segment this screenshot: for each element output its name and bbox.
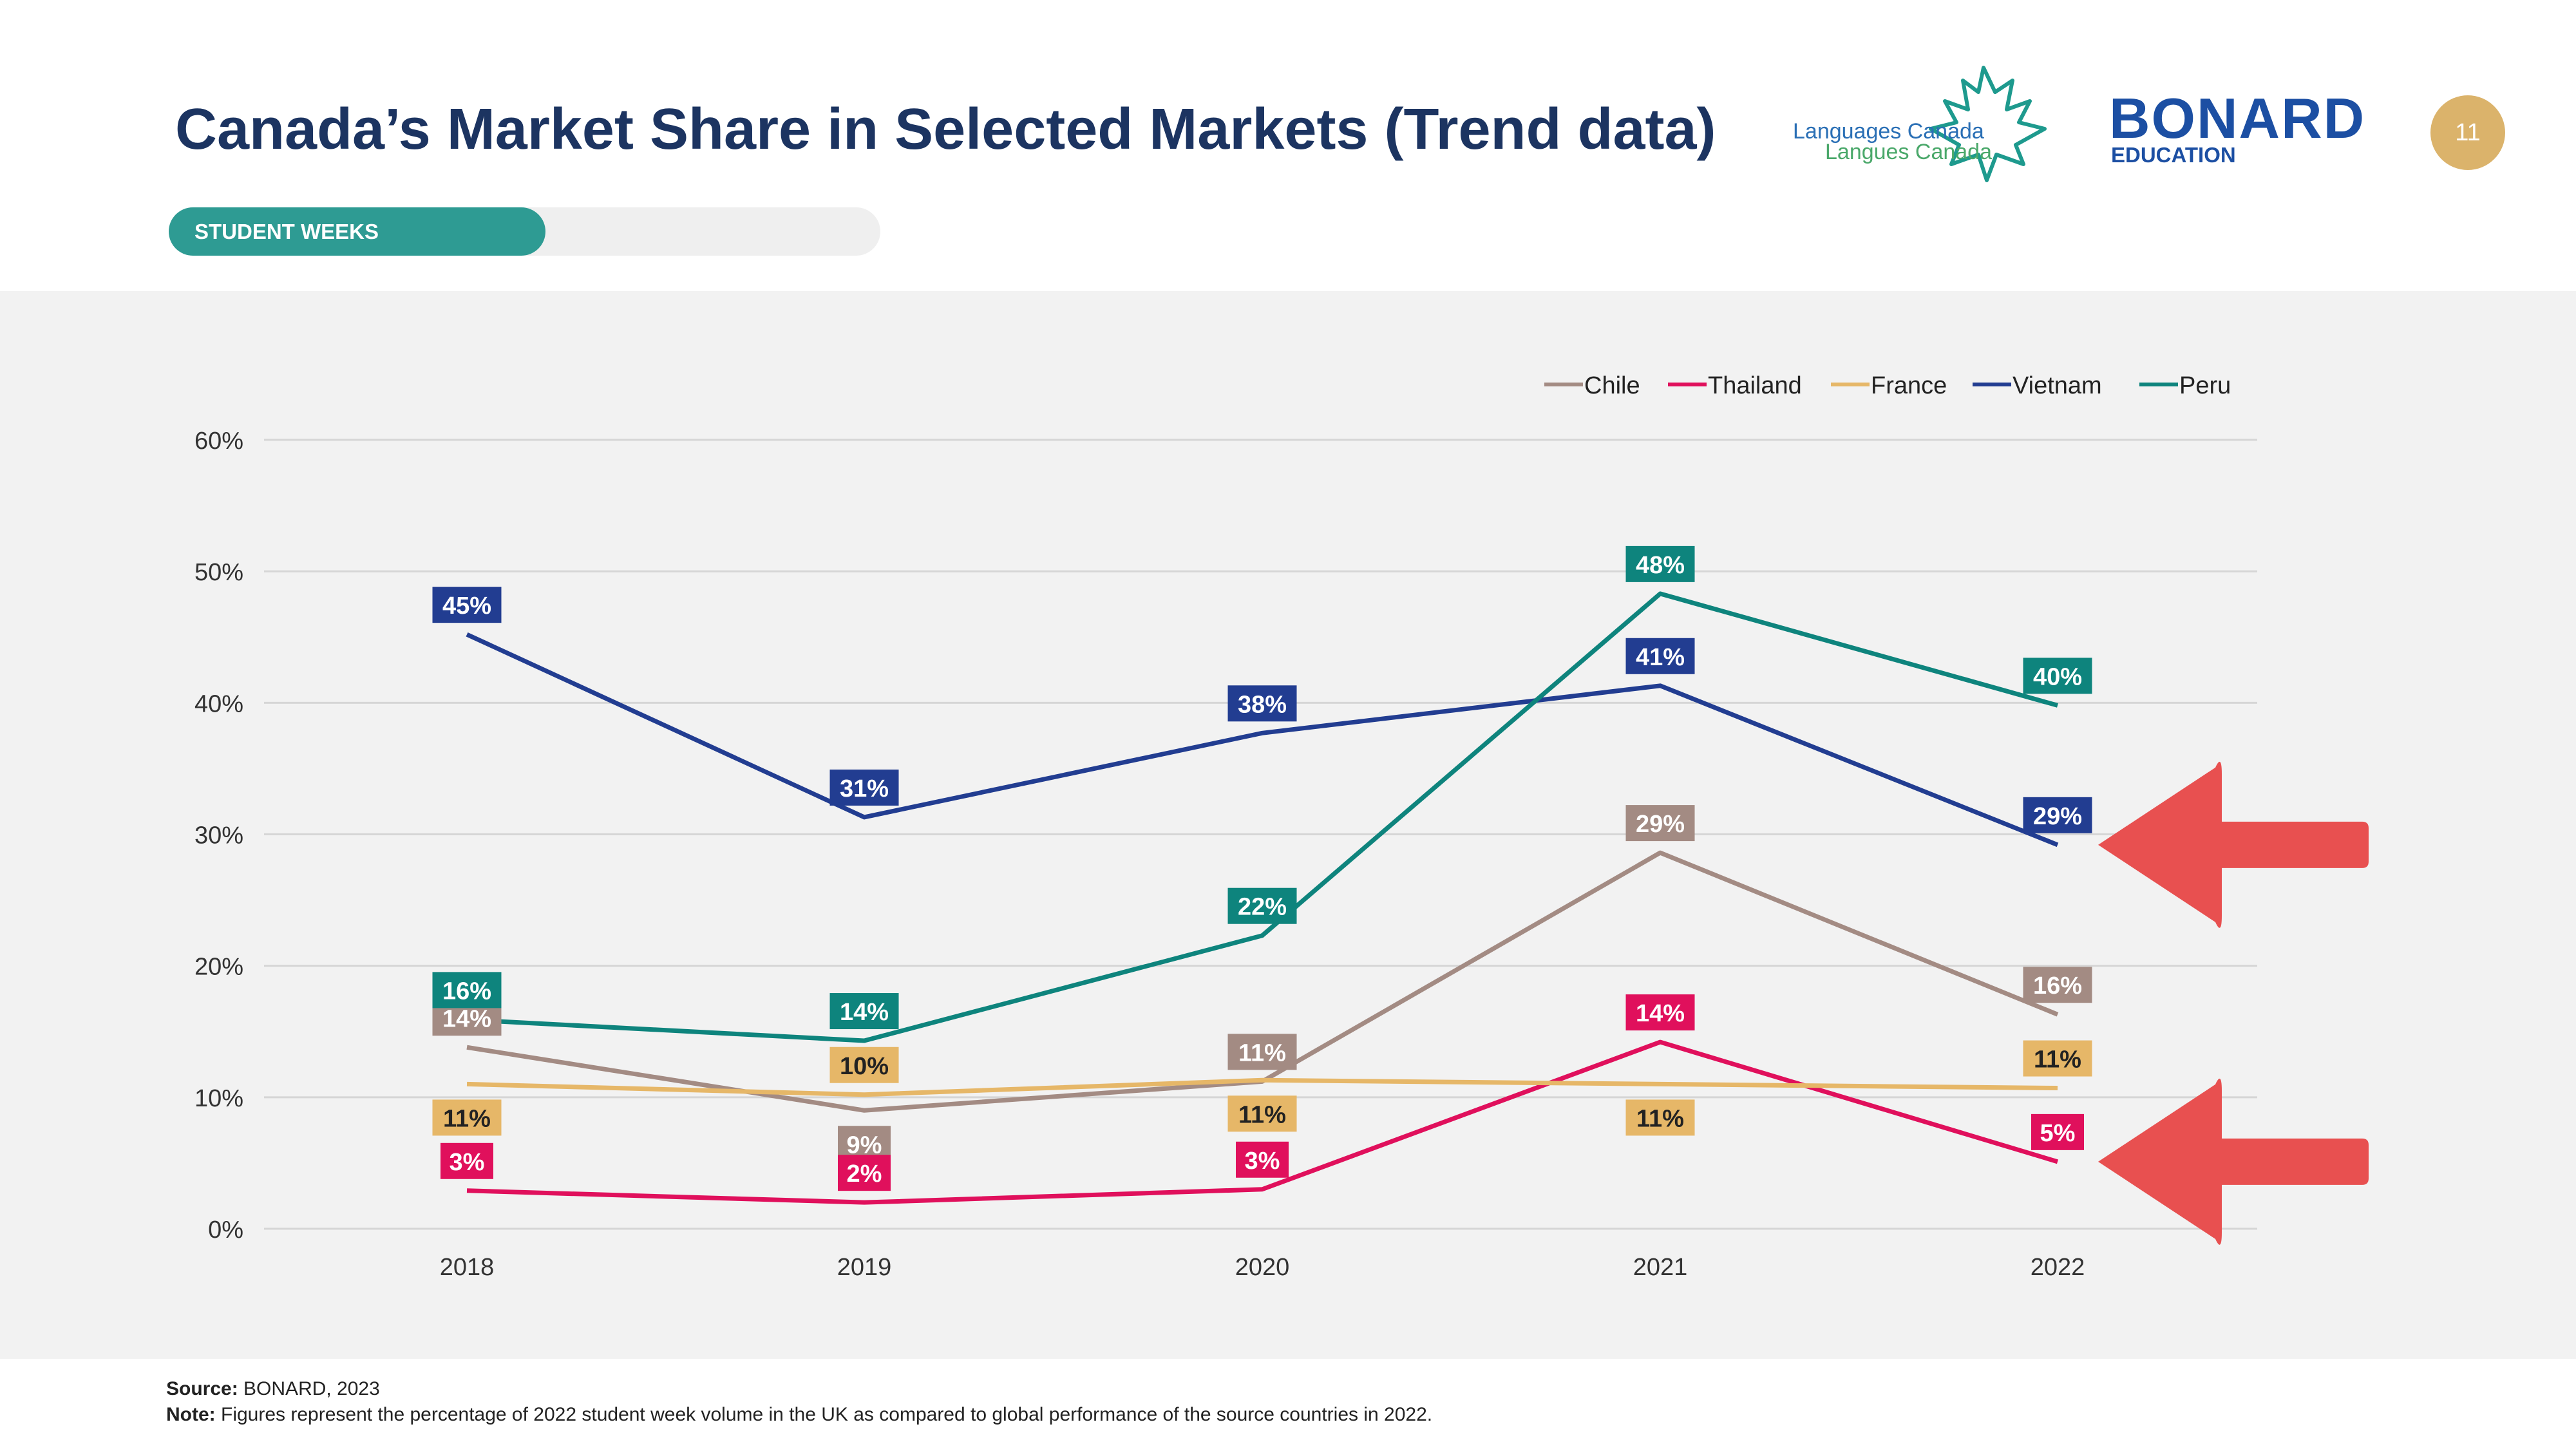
data-label: 31% (840, 775, 889, 802)
data-label: 16% (442, 978, 491, 1005)
series-line (466, 1077, 2058, 1097)
data-label: 29% (1636, 811, 1685, 838)
data-label-box (838, 1155, 891, 1191)
data-label: 11% (1238, 1039, 1286, 1066)
source-line: Source: BONARD, 2023 (166, 1378, 380, 1400)
source-label: Source: (166, 1378, 238, 1399)
data-label: 40% (2033, 663, 2082, 690)
highlight-arrow-icon (2098, 1078, 2369, 1245)
data-label-box (1227, 1034, 1297, 1070)
data-label-box (432, 587, 502, 623)
maple-leaf-icon (1929, 66, 2047, 182)
chart-panel: 0% 10% 20% 30% 40% 50% 60% 2018 2019 2020 2021 2022… (0, 291, 2576, 1359)
data-label: 3% (450, 1149, 485, 1176)
data-label-box (2023, 658, 2092, 694)
legend-entry: Chile (1584, 372, 1640, 399)
data-label-box (1227, 685, 1297, 722)
data-label-box (1625, 1099, 1695, 1136)
data-label: 3% (1245, 1148, 1280, 1175)
data-label-box (432, 972, 502, 1009)
data-label-box (440, 1142, 493, 1179)
data-label: 41% (1636, 644, 1685, 671)
page-number-badge: 11 (2430, 95, 2505, 170)
y-tick-label: 60% (194, 428, 243, 455)
data-label: 11% (1636, 1105, 1684, 1132)
legend-entry: France (1871, 372, 1947, 399)
y-tick-label: 30% (194, 822, 243, 849)
data-label: 38% (1238, 691, 1287, 718)
legend-entry: Vietnam (2012, 372, 2102, 399)
data-label: 10% (840, 1053, 889, 1080)
data-label: 14% (1636, 1000, 1685, 1027)
languages-canada-line1: Languages Canada (1793, 119, 1984, 144)
data-label: 2% (847, 1160, 882, 1188)
data-label-box (1625, 545, 1695, 582)
y-tick-label: 10% (194, 1085, 243, 1112)
data-label: 11% (1238, 1101, 1286, 1128)
note-line: Note: Figures represent the percentage o… (166, 1404, 1432, 1426)
data-label-box (2023, 797, 2092, 833)
series-line (466, 1039, 2059, 1205)
data-label: 48% (1636, 552, 1685, 579)
data-label-box (2023, 1040, 2092, 1077)
data-label-box (1625, 994, 1695, 1031)
data-label: 16% (2033, 972, 2082, 999)
data-label-box (829, 993, 899, 1030)
data-label: 14% (840, 999, 889, 1026)
series-line (466, 591, 2058, 1043)
data-label: 29% (2033, 803, 2082, 830)
data-label: 11% (443, 1105, 491, 1132)
data-label-box (829, 1046, 899, 1083)
data-label: 45% (442, 592, 491, 620)
note-label: Note: (166, 1404, 216, 1425)
x-tick-label: 2019 (837, 1254, 892, 1281)
data-label-box (2031, 1113, 2084, 1150)
data-label-box (1227, 887, 1297, 924)
data-label: 14% (442, 1005, 491, 1032)
y-tick-label: 0% (208, 1217, 243, 1244)
data-label: 11% (2034, 1046, 2081, 1074)
bonard-logo-subtitle: EDUCATION (2111, 143, 2236, 167)
x-tick-label: 2018 (440, 1254, 495, 1281)
bonard-logo: BONARD (2109, 86, 2366, 150)
line-chart: 0% 10% 20% 30% 40% 50% 60% 2018 2019 2020 2021 2022… (194, 372, 2369, 1281)
y-tick-label: 50% (194, 559, 243, 586)
tab-student-weeks[interactable] (169, 207, 545, 256)
data-label-box (1227, 1095, 1297, 1132)
y-tick-label: 20% (194, 954, 243, 981)
tab-student-weeks-label: STUDENT WEEKS (194, 220, 379, 243)
data-label-box (432, 1099, 502, 1136)
data-label-box (2023, 967, 2092, 1003)
data-label-box (1236, 1141, 1289, 1178)
x-tick-label: 2021 (1633, 1254, 1688, 1281)
data-label: 22% (1238, 894, 1287, 921)
source-text: BONARD, 2023 (243, 1378, 380, 1399)
languages-canada-logo: Languages Canada Langues Canada (1793, 66, 2047, 182)
data-label-box (829, 769, 899, 806)
data-label-box (1625, 805, 1695, 842)
y-tick-label: 40% (194, 690, 243, 717)
data-label: 9% (847, 1132, 882, 1159)
legend-entry: Peru (2179, 372, 2231, 399)
data-label: 5% (2040, 1120, 2076, 1147)
languages-canada-line2: Langues Canada (1825, 140, 1992, 164)
page-title: Canada’s Market Share in Selected Market… (175, 97, 1716, 162)
note-text: Figures represent the percentage of 2022… (221, 1404, 1433, 1425)
highlight-arrow-icon (2098, 761, 2369, 928)
x-tick-label: 2022 (2031, 1254, 2085, 1281)
x-tick-label: 2020 (1235, 1254, 1290, 1281)
series-line (466, 632, 2059, 848)
legend-entry: Thailand (1708, 372, 1802, 399)
data-label-box (1625, 638, 1695, 674)
